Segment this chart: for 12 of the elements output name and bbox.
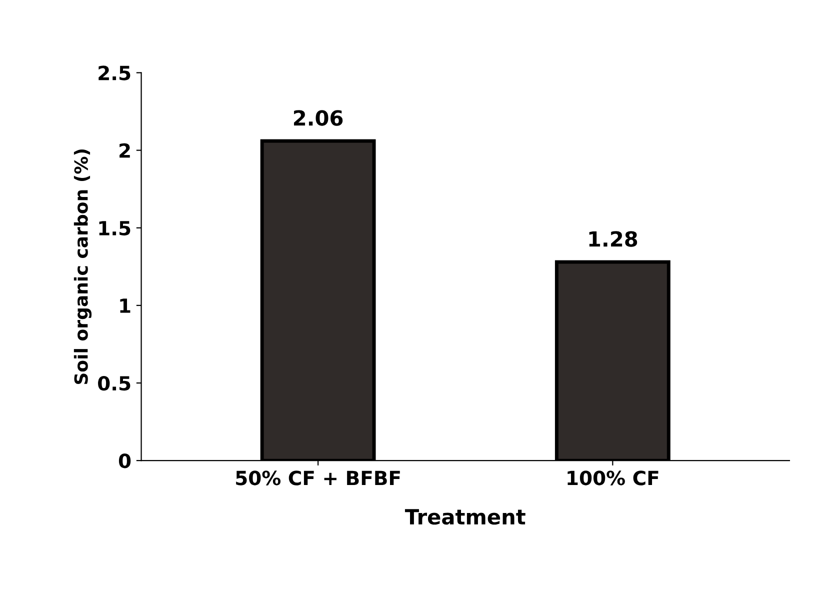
y-tick-label: 0 xyxy=(118,454,131,468)
x-tick-label: 100% CF xyxy=(568,470,658,486)
y-tick-label: 2.5 xyxy=(98,66,130,80)
y-axis-title: Soil organic carbon (%) xyxy=(74,150,92,384)
y-tick-label: 2 xyxy=(120,143,130,158)
x-tick-label: 50% CF + BFBF xyxy=(236,470,400,486)
data-label: 1.28 xyxy=(589,231,638,247)
x-axis-title: Treatment xyxy=(404,509,526,525)
y-tick-label: 1.5 xyxy=(99,221,130,236)
data-label: 2.06 xyxy=(294,110,343,126)
y-tick-label: 0.5 xyxy=(98,376,130,391)
y-tick-label: 1 xyxy=(120,298,130,313)
